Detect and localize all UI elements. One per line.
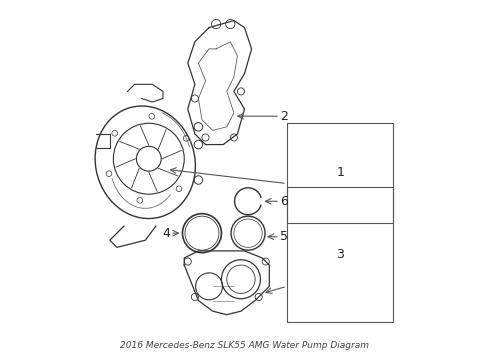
Text: 4: 4 [162, 227, 170, 240]
Text: 1: 1 [336, 166, 344, 179]
Text: 3: 3 [336, 248, 344, 261]
Text: 5: 5 [279, 230, 287, 243]
Bar [286, 123, 392, 222]
Text: 2: 2 [279, 110, 287, 123]
Bar [286, 187, 392, 322]
Circle shape [136, 146, 161, 171]
Text: 6: 6 [279, 195, 287, 208]
Text: 2016 Mercedes-Benz SLK55 AMG Water Pump Diagram: 2016 Mercedes-Benz SLK55 AMG Water Pump … [120, 341, 368, 350]
